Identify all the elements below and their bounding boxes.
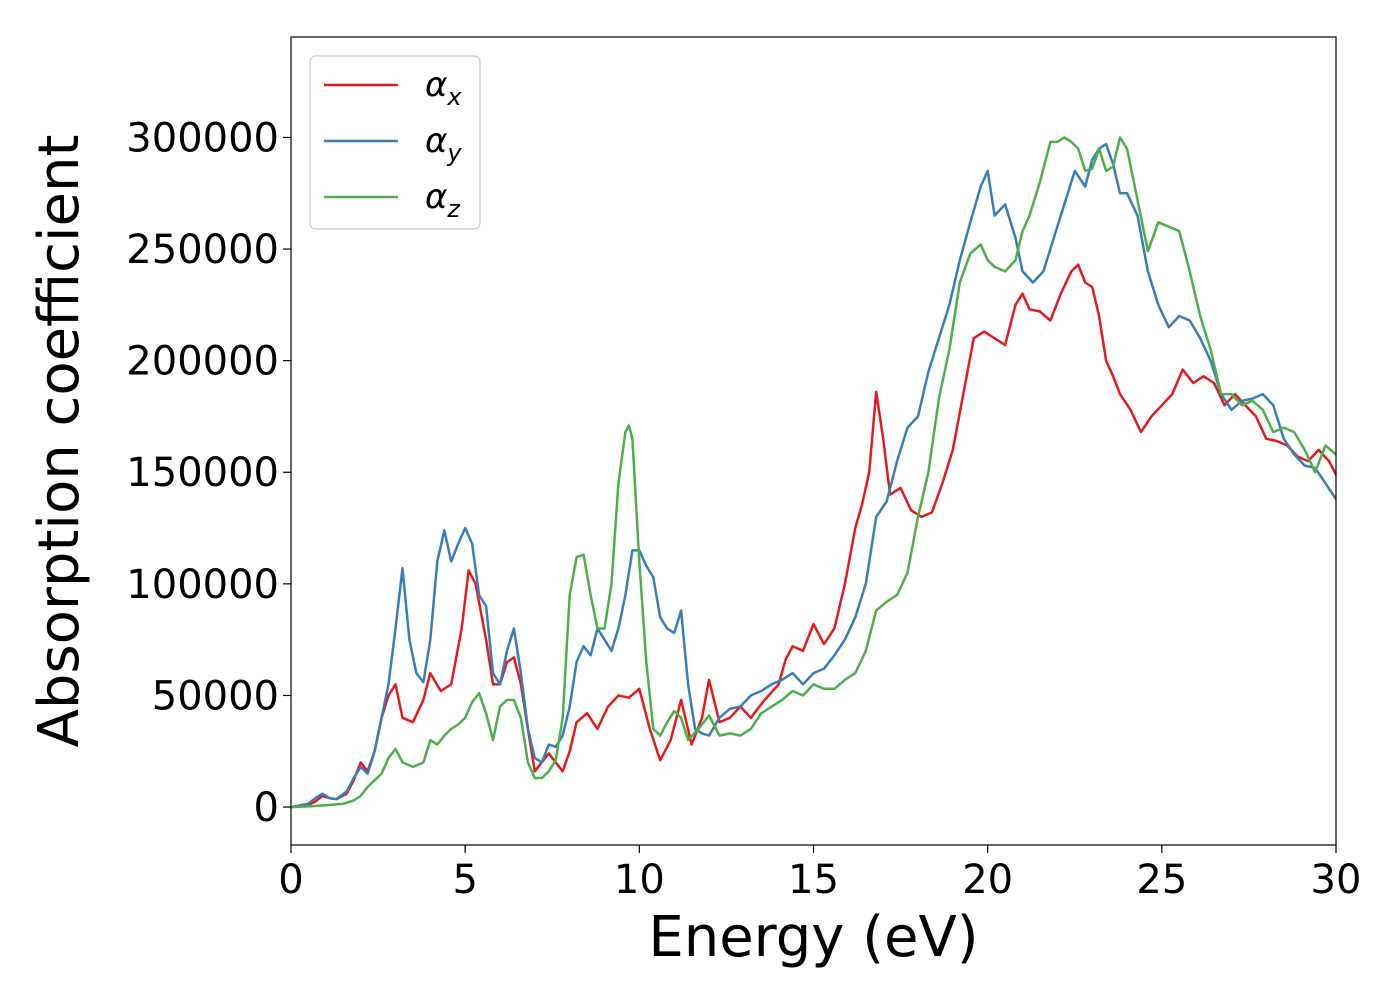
x-tick-label: 0 xyxy=(278,857,303,903)
y-tick-label: 250000 xyxy=(126,227,279,273)
x-tick-label: 15 xyxy=(788,857,839,903)
y-tick-label: 200000 xyxy=(126,339,279,385)
x-tick-label: 20 xyxy=(962,857,1013,903)
series-layer xyxy=(291,136,1336,809)
series-line-y xyxy=(291,142,1336,809)
x-tick-label: 25 xyxy=(1136,857,1187,903)
x-tick-label: 10 xyxy=(614,857,665,903)
legend: αx αy αz xyxy=(309,55,481,230)
legend-label-y: αy xyxy=(425,121,462,167)
x-axis-title: Energy (eV) xyxy=(648,905,978,970)
x-tick-label: 30 xyxy=(1311,857,1362,903)
series-line-z xyxy=(291,136,1336,809)
y-tick-label: 50000 xyxy=(152,673,279,719)
y-tick-label: 150000 xyxy=(126,450,279,496)
legend-box xyxy=(309,55,481,230)
x-tick-label: 5 xyxy=(452,857,477,903)
y-axis-title: Absorption coefficient xyxy=(27,135,92,748)
y-tick-label: 0 xyxy=(254,785,279,831)
y-tick-label: 300000 xyxy=(126,115,279,161)
series-line-x xyxy=(291,263,1336,809)
y-axis: 0 50000 100000 150000 200000 250000 300000 xyxy=(126,115,291,831)
legend-label-z: αz xyxy=(425,177,461,223)
legend-label-x: αx xyxy=(425,65,462,111)
x-axis: 0 5 10 15 20 25 30 xyxy=(278,845,1361,903)
y-tick-label: 100000 xyxy=(126,562,279,608)
